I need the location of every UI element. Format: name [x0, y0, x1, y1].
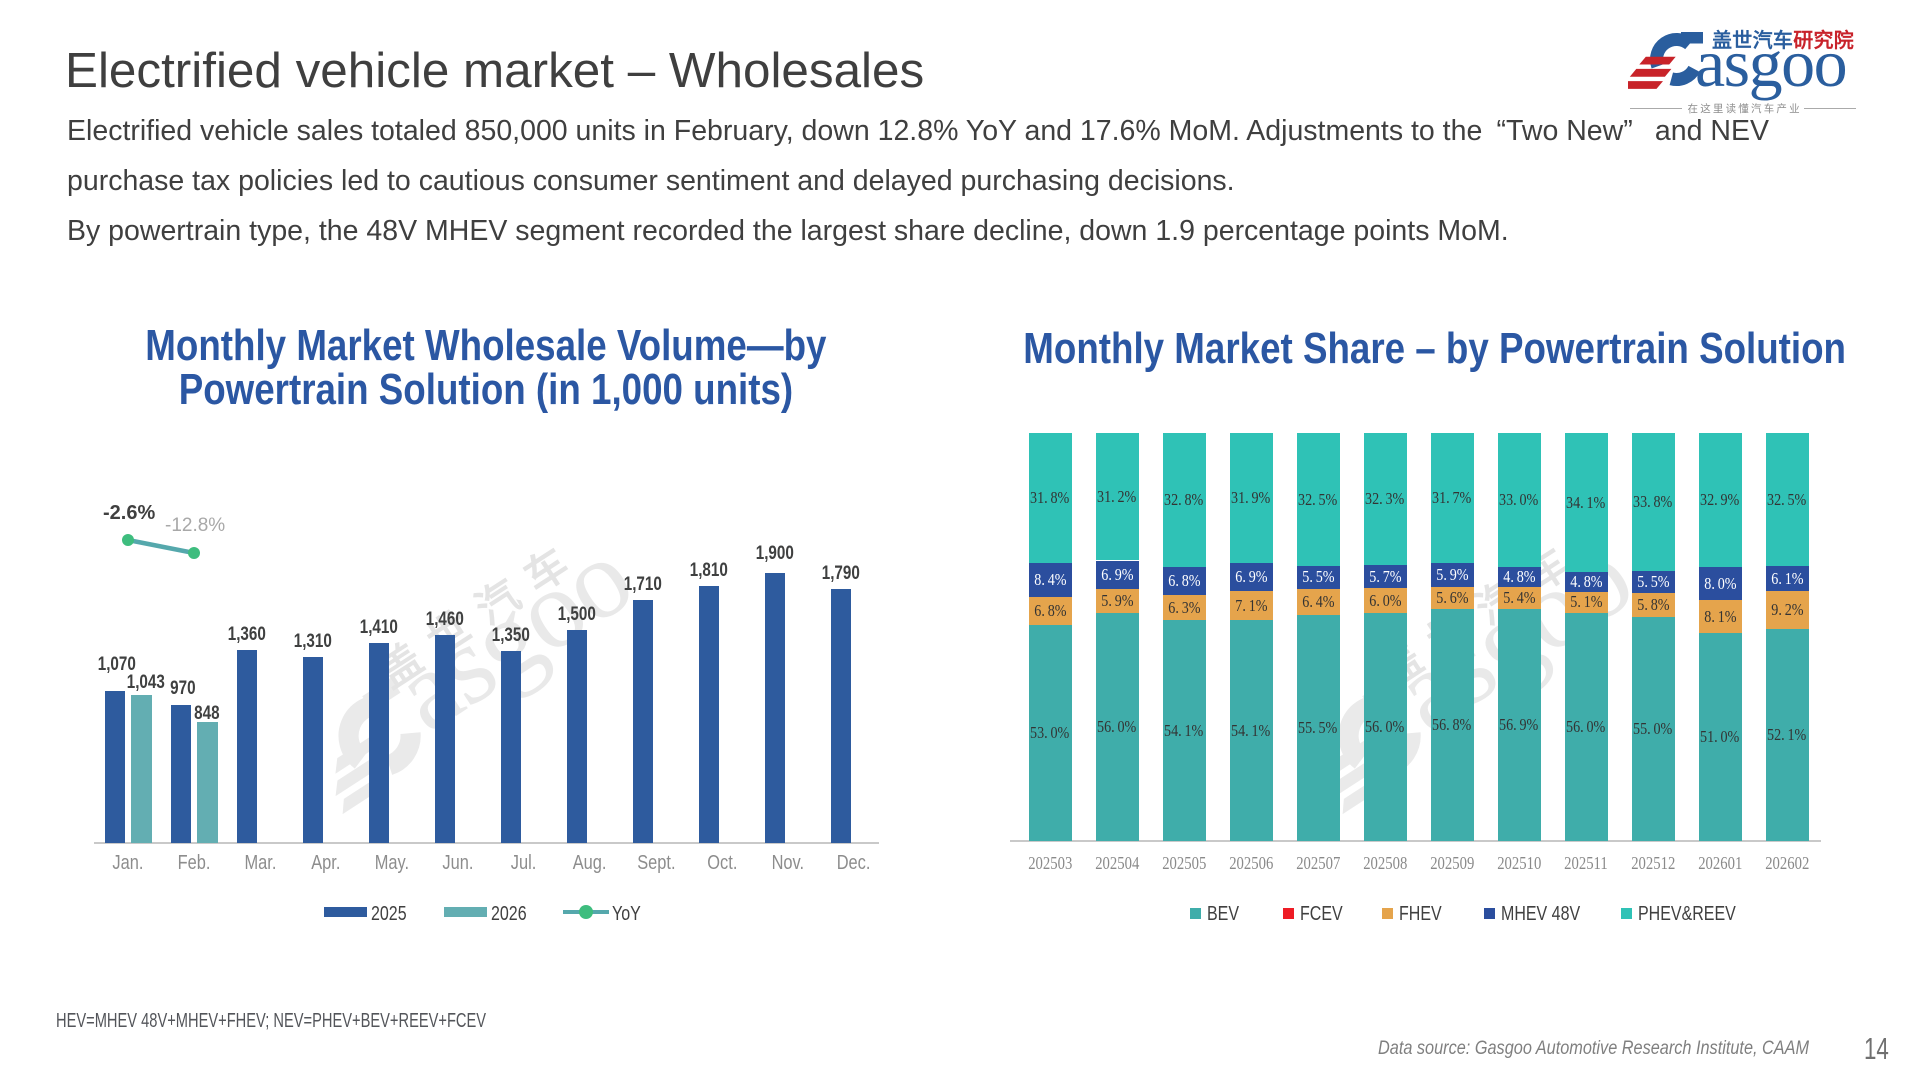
- svg-text:在这里读懂汽车产业: 在这里读懂汽车产业: [1688, 102, 1802, 115]
- svg-text:asgoo: asgoo: [1695, 25, 1846, 101]
- svg-text:盖世汽车研究院: 盖世汽车研究院: [1712, 28, 1854, 52]
